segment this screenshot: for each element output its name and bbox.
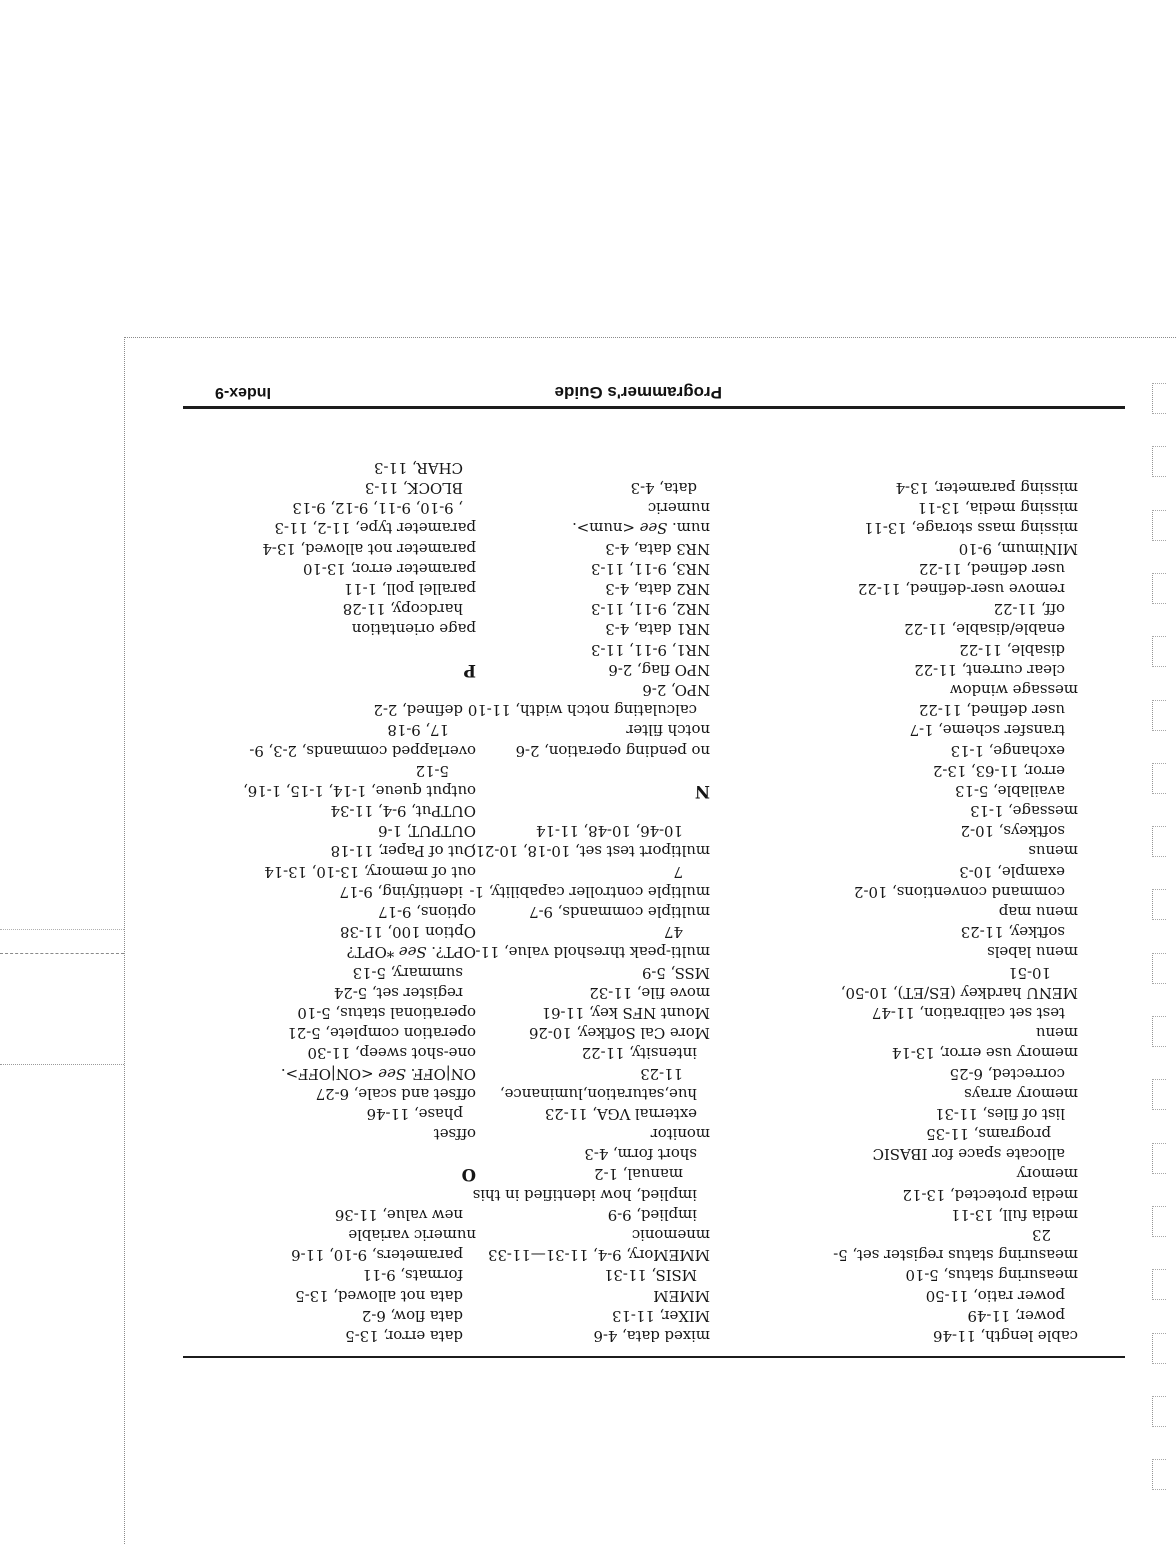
index-entry: Out of Paper, 11-18: [330, 842, 476, 861]
index-entry: corrected, 6-25: [949, 1064, 1065, 1083]
index-entry: data not allowed, 13-5: [295, 1286, 463, 1305]
index-entry: exchange, 1-13: [950, 741, 1065, 760]
index-entry: parameter error, 13-10: [303, 559, 476, 578]
index-entry: BLOCK, 11-3: [364, 479, 463, 498]
index-entry: missing mass storage, 13-11: [863, 519, 1078, 538]
index-entry: missing media, 13-11: [917, 499, 1078, 518]
index-entry: message window: [949, 681, 1078, 699]
index-entry: operational status, 5-10: [297, 1004, 476, 1022]
index-entry: menu labels: [987, 943, 1078, 962]
index-entry: formats, 9-11: [362, 1266, 463, 1285]
index-entry: clear current, 11-22: [914, 660, 1065, 679]
index-entry: softkeys, 10-2: [960, 822, 1065, 841]
see-reference: See: [639, 519, 668, 538]
index-entry: message, 1-13: [970, 802, 1078, 821]
index-entry: page orientation: [351, 620, 476, 639]
index-entry: test set calibration, 11-47: [871, 1004, 1065, 1022]
index-entry: one-shot sweep, 11-30: [307, 1044, 476, 1063]
index-entry: options, 9-17: [378, 903, 476, 922]
index-entry: memory use error, 13-14: [891, 1044, 1078, 1063]
index-entry: 23: [1032, 1226, 1051, 1245]
index-entry: user defined, 11-22: [918, 559, 1065, 578]
index-entry: OUTPUT, 1-6: [378, 822, 476, 841]
index-entry: memory arrays: [964, 1084, 1078, 1103]
header-rule: [183, 1356, 1125, 1358]
index-entry: ON|OFF. See <ON|OFF>.: [281, 1064, 476, 1083]
index-entry: overlapped commands, 2-3, 9-: [249, 741, 476, 760]
section-heading: O: [461, 1165, 476, 1185]
index-entry: defined, 2-2: [373, 701, 463, 720]
index-entry: data flow, 6-2: [361, 1306, 463, 1325]
index-entry: available, 5-13: [955, 781, 1065, 800]
index-entry: cable length, 11-46: [933, 1327, 1078, 1345]
index-entry: MINimum, 9-10: [958, 539, 1078, 558]
blank-line: [180, 639, 476, 659]
index-entry: menu: [1035, 1024, 1078, 1043]
index-entry: 10-51: [1008, 963, 1051, 982]
see-reference: See: [398, 943, 427, 962]
index-entry: Option 100, 11-38: [340, 923, 476, 942]
index-entry: summary, 5-13: [352, 963, 463, 982]
index-entry: media full, 13-11: [950, 1205, 1078, 1224]
index-entry: allocate space for IBASIC: [872, 1145, 1065, 1164]
index-column-1: cable length, 11-46 power, 11-49 power rat…: [738, 478, 1078, 1346]
index-entry: parallel poll, 1-11: [343, 580, 476, 599]
index-entry: 5-12: [415, 761, 449, 780]
index-entry: programs, 11-35: [926, 1125, 1051, 1144]
index-entry: MENU hardkey (ES/ET), 10-50,: [840, 983, 1078, 1002]
see-reference: See: [378, 1064, 406, 1083]
index-entry: list of files, 11-31: [935, 1104, 1065, 1123]
index-entry: CHAR, 11-3: [374, 458, 463, 477]
index-entry: phase, 11-46: [366, 1104, 463, 1123]
index-entry: disable, 11-22: [959, 640, 1065, 659]
index-entry: hardcopy, 11-28: [342, 600, 463, 619]
index-entry: offset: [433, 1125, 476, 1144]
index-entry: error, 11-63, 13-2: [933, 761, 1065, 780]
index-entry: example, 10-3: [959, 862, 1065, 881]
index-entry: parameter type, 11-2, 11-3: [274, 519, 476, 538]
index-entry: numeric variable: [348, 1226, 476, 1245]
index-column-3: data error, 13-5 data flow, 6-2 data not a…: [180, 458, 476, 1346]
index-entry: user defined, 11-22: [918, 701, 1065, 720]
index-entry: memory: [1016, 1165, 1078, 1184]
index-entry: command conventions, 10-2: [854, 882, 1065, 901]
index-entry: parameters, 9-10, 11-6: [291, 1246, 463, 1265]
footer-doc-title: Programmer's Guide: [554, 383, 723, 402]
index-entry: measuring status register set, 5-: [833, 1246, 1078, 1265]
section-heading: P: [463, 660, 476, 680]
index-entry: enable/disable, 11-22: [904, 620, 1065, 639]
index-entry: register set, 5-24: [333, 983, 463, 1002]
index-entry: menu map: [998, 903, 1078, 922]
index-entry: off, 11-22: [993, 600, 1065, 619]
index-entry: power, 11-49: [967, 1306, 1065, 1325]
index-entry: missing parameter, 13-4: [895, 479, 1078, 498]
footer-page-label: Index-9: [214, 384, 271, 401]
index-entry: power ratio, 11-50: [925, 1286, 1065, 1305]
index-entry: 17, 9-18: [387, 721, 449, 740]
index-entry: OPT?. See *OPT?: [346, 943, 476, 962]
index-entry: new value, 11-36: [334, 1205, 463, 1224]
index-entry: offset and scale, 6-27: [315, 1084, 476, 1103]
index-entry: operation complete, 5-21: [287, 1024, 476, 1043]
index-entry: menus: [1028, 842, 1078, 861]
index-entry: parameter not allowed, 13-4: [262, 539, 476, 558]
index-entry: remove user-defined, 11-22: [857, 580, 1065, 599]
index-entry: media protected, 13-12: [902, 1185, 1078, 1204]
blank-line: [180, 1185, 476, 1205]
index-entry: , 9-10, 9-11, 9-12, 9-13: [292, 499, 463, 518]
index-entry: transfer scheme, 1-7: [909, 721, 1065, 740]
footer-rule: [183, 406, 1125, 409]
index-entry: data error, 13-5: [345, 1327, 463, 1345]
index-entry: output queue, 1-14, 1-15, 1-16,: [243, 781, 476, 800]
blank-line: [180, 680, 476, 700]
index-entry: out of memory, 13-10, 13-14: [264, 862, 476, 881]
index-entry: OUTPut, 9-4, 11-34: [330, 802, 476, 821]
blank-line: [180, 1144, 476, 1164]
index-entry: identifying, 9-17: [339, 882, 463, 901]
index-entry: softkey, 11-23: [960, 923, 1065, 942]
index-entry: measuring status, 5-10: [905, 1266, 1079, 1285]
